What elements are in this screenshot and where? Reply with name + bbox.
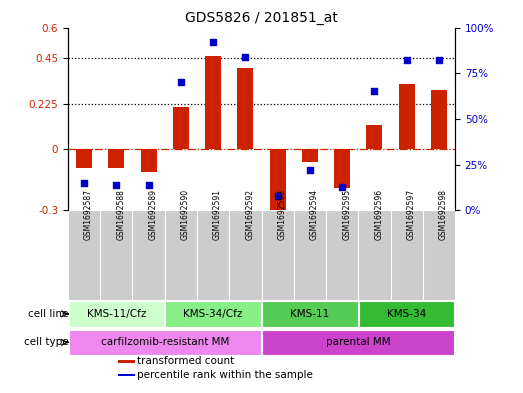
Text: KMS-11: KMS-11 — [290, 309, 329, 319]
Text: GSM1692596: GSM1692596 — [374, 189, 383, 241]
Bar — [262, 301, 358, 327]
Text: transformed count: transformed count — [137, 356, 234, 366]
Text: GSM1692594: GSM1692594 — [310, 189, 319, 241]
Point — [370, 88, 379, 95]
Point — [403, 57, 411, 64]
Text: GSM1692588: GSM1692588 — [116, 189, 126, 240]
Text: GSM1692587: GSM1692587 — [84, 189, 93, 240]
Bar — [262, 210, 294, 300]
Bar — [366, 125, 382, 149]
Text: cell type: cell type — [24, 337, 69, 347]
Bar — [294, 210, 326, 300]
Bar — [68, 210, 100, 300]
Bar — [334, 149, 350, 188]
Bar — [205, 56, 221, 149]
Title: GDS5826 / 201851_at: GDS5826 / 201851_at — [185, 11, 338, 25]
Bar — [358, 210, 391, 300]
Bar — [391, 210, 423, 300]
Bar — [141, 149, 157, 172]
Point — [112, 182, 120, 188]
Bar — [269, 149, 286, 215]
Bar — [229, 210, 262, 300]
Bar — [132, 210, 165, 300]
Bar — [326, 210, 358, 300]
Point — [274, 193, 282, 199]
Text: KMS-34/Cfz: KMS-34/Cfz — [184, 309, 243, 319]
Bar — [262, 330, 454, 355]
Bar — [359, 301, 454, 327]
Bar — [69, 330, 261, 355]
Bar — [399, 84, 415, 149]
Point — [435, 57, 443, 64]
Point — [177, 79, 185, 86]
Text: KMS-34: KMS-34 — [387, 309, 426, 319]
Text: cell line: cell line — [28, 309, 69, 319]
Text: parental MM: parental MM — [326, 337, 391, 347]
Bar — [423, 210, 455, 300]
Text: GSM1692589: GSM1692589 — [149, 189, 157, 240]
Text: GSM1692598: GSM1692598 — [439, 189, 448, 240]
Point — [80, 180, 88, 186]
Point — [144, 182, 153, 188]
Text: GSM1692595: GSM1692595 — [342, 189, 351, 241]
Text: GSM1692591: GSM1692591 — [213, 189, 222, 240]
Bar — [108, 149, 124, 168]
Text: GSM1692597: GSM1692597 — [407, 189, 416, 241]
Text: GSM1692590: GSM1692590 — [181, 189, 190, 241]
Text: carfilzomib-resistant MM: carfilzomib-resistant MM — [100, 337, 229, 347]
Point — [209, 39, 218, 45]
Bar — [100, 210, 132, 300]
Bar — [302, 149, 318, 162]
Text: percentile rank within the sample: percentile rank within the sample — [137, 370, 313, 380]
Bar — [165, 301, 261, 327]
Point — [241, 53, 249, 60]
Bar — [165, 210, 197, 300]
Bar — [69, 301, 164, 327]
Text: KMS-11/Cfz: KMS-11/Cfz — [87, 309, 146, 319]
Bar — [197, 210, 229, 300]
Text: GSM1692592: GSM1692592 — [245, 189, 254, 240]
Bar — [173, 107, 189, 149]
Bar — [237, 68, 254, 149]
Bar — [431, 90, 447, 149]
Bar — [118, 360, 134, 363]
Point — [338, 184, 346, 190]
Text: GSM1692593: GSM1692593 — [278, 189, 287, 241]
Bar — [118, 374, 134, 376]
Bar — [76, 149, 92, 168]
Point — [305, 167, 314, 173]
